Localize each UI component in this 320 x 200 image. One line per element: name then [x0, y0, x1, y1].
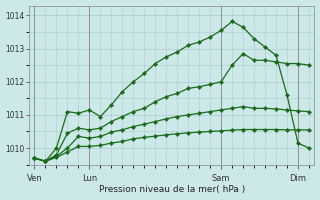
X-axis label: Pression niveau de la mer( hPa ): Pression niveau de la mer( hPa ) — [99, 185, 245, 194]
